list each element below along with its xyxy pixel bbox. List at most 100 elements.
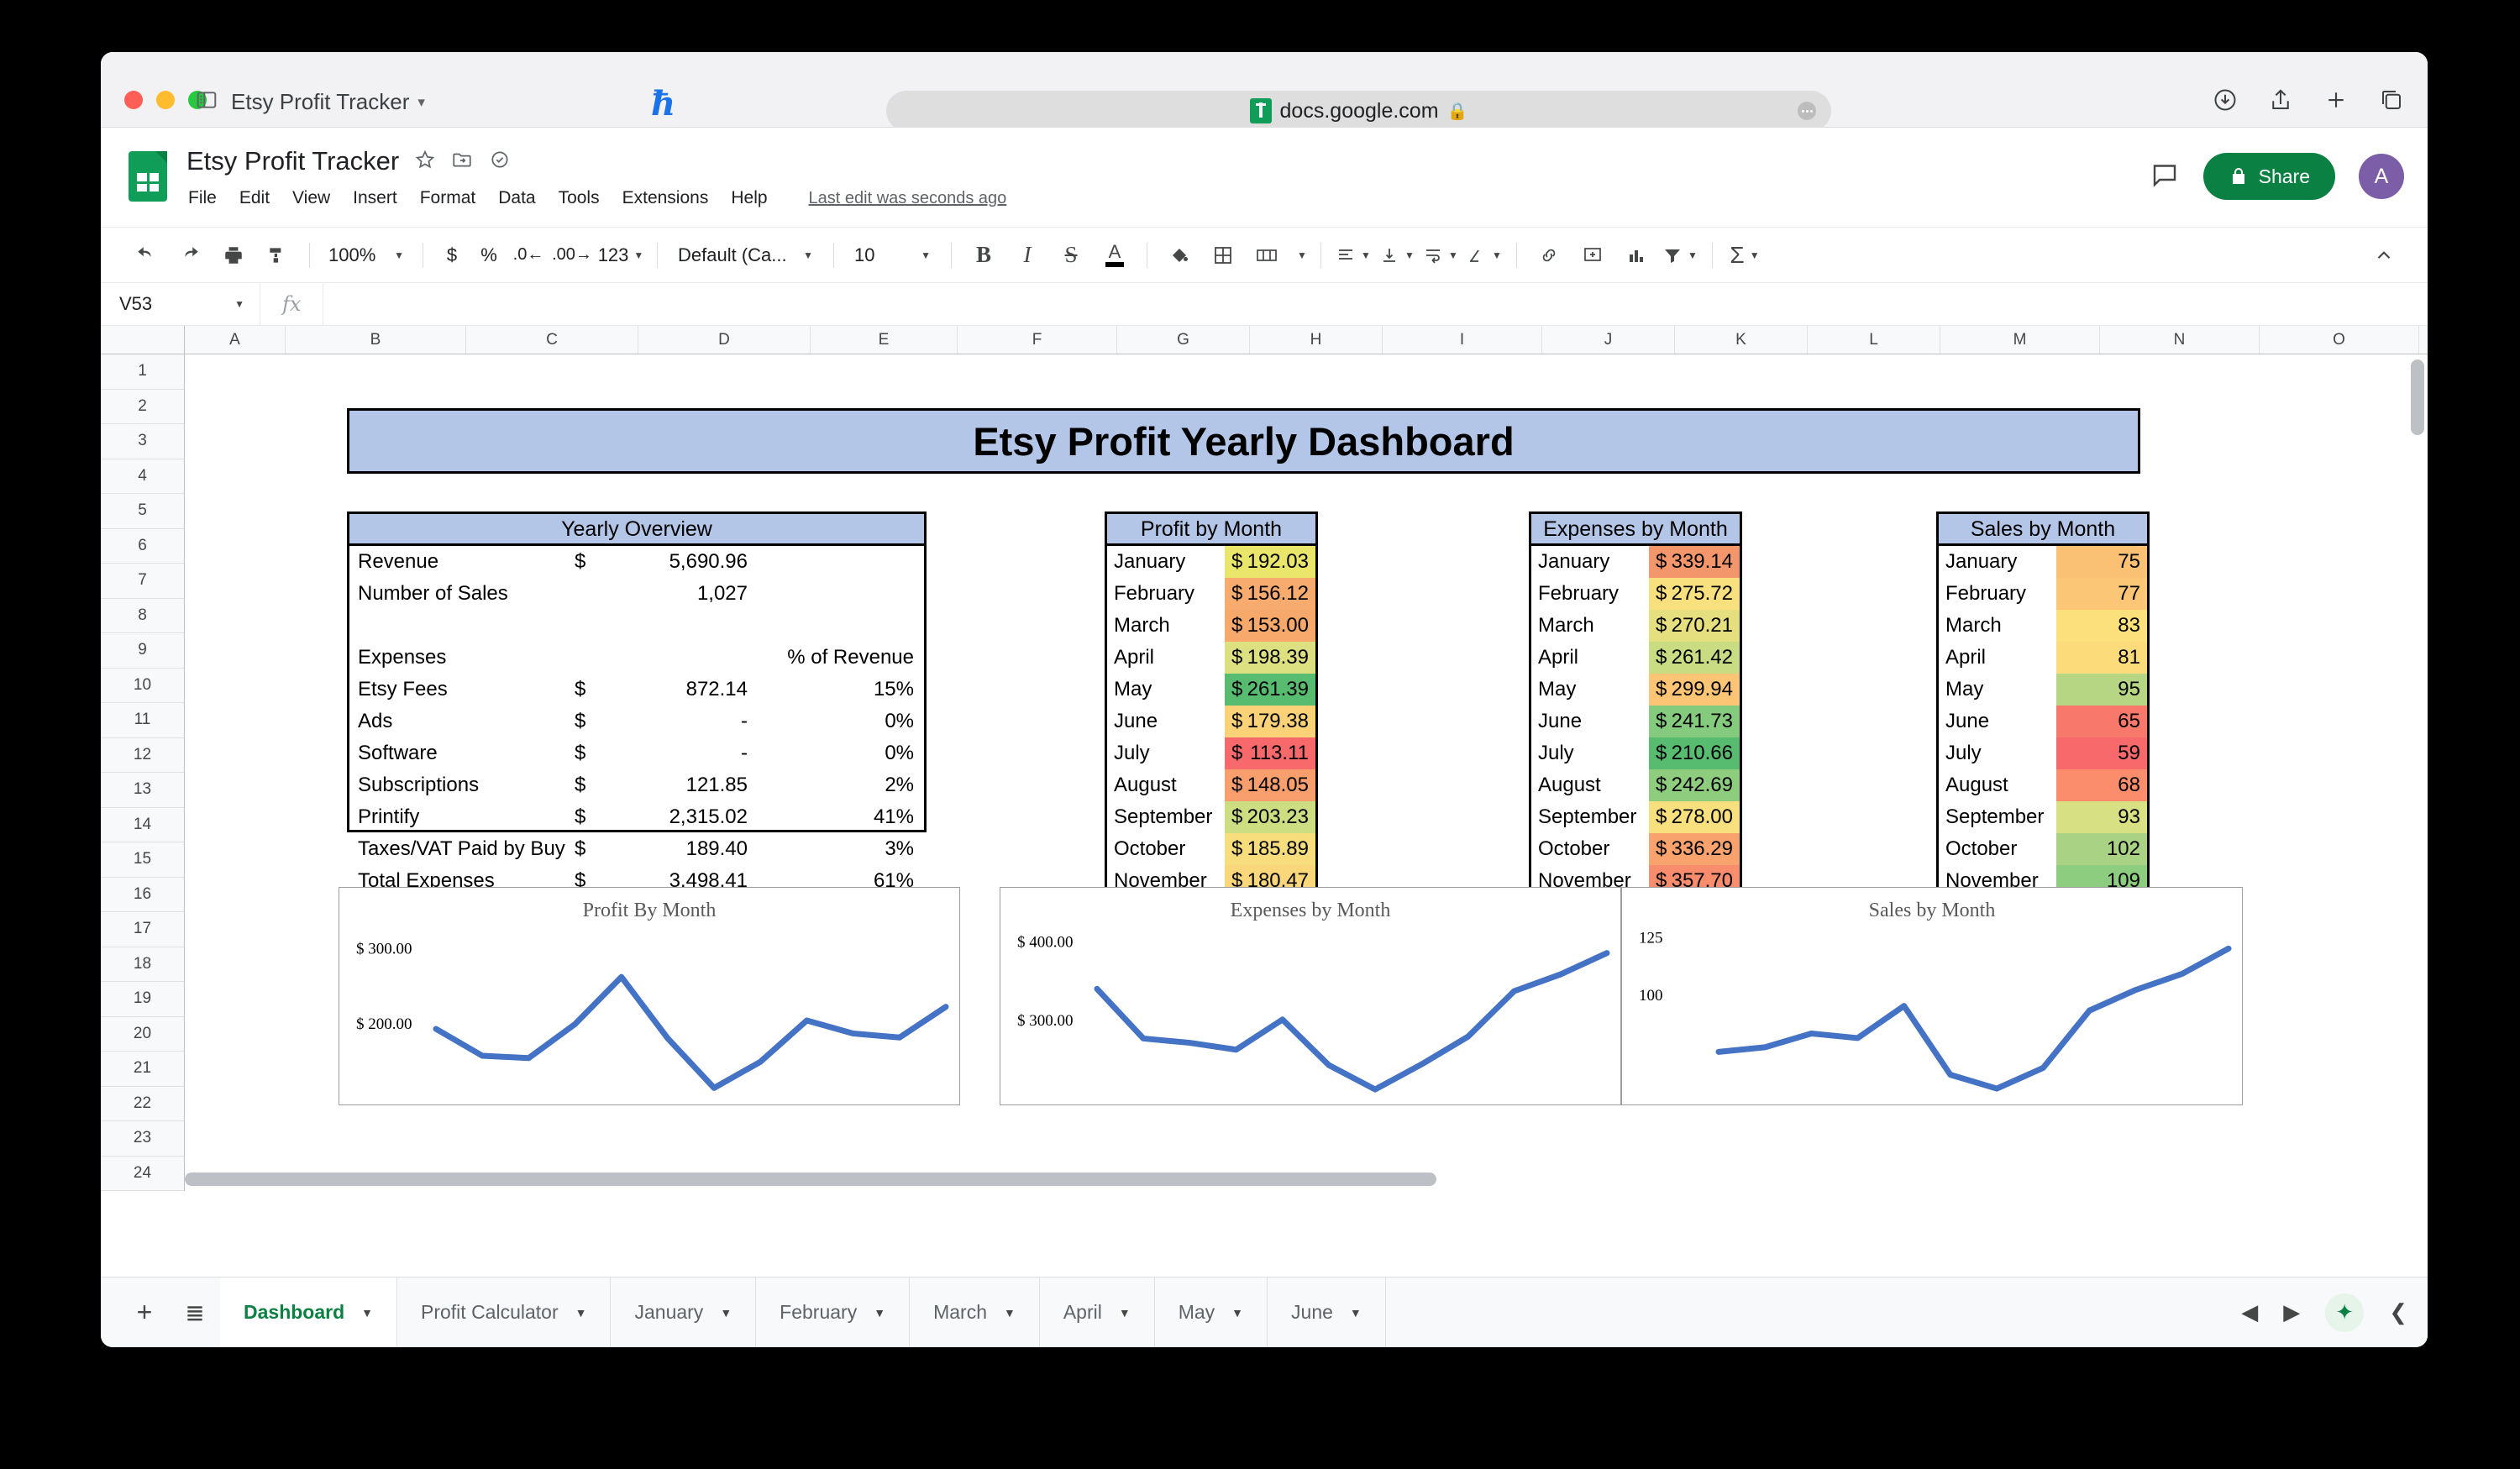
table-row[interactable]: September $278.00	[1531, 801, 1740, 833]
strikethrough-button[interactable]: S	[1064, 242, 1078, 267]
horizontal-scrollbar[interactable]	[185, 1173, 2360, 1186]
table-row[interactable]: Software $ - 0%	[349, 737, 924, 769]
row-header-6[interactable]: 6	[101, 529, 184, 564]
chevron-down-icon[interactable]: ▼	[1231, 1305, 1244, 1319]
row-header-23[interactable]: 23	[101, 1121, 184, 1157]
cloud-saved-icon[interactable]	[488, 149, 512, 175]
table-row[interactable]: March 83	[1939, 610, 2147, 642]
row-header-12[interactable]: 12	[101, 738, 184, 773]
row-header-7[interactable]: 7	[101, 564, 184, 599]
close-window-button[interactable]	[124, 91, 143, 109]
row-header-19[interactable]: 19	[101, 982, 184, 1017]
select-all-corner[interactable]	[101, 326, 185, 354]
sheet-tab-april[interactable]: April ▼	[1040, 1277, 1155, 1347]
redo-icon[interactable]	[168, 233, 212, 277]
vertical-align-icon[interactable]: ▼	[1375, 233, 1419, 277]
table-row[interactable]: May 95	[1939, 674, 2147, 706]
column-header-B[interactable]: B	[286, 326, 466, 354]
row-header-3[interactable]: 3	[101, 424, 184, 459]
menu-format[interactable]: Format	[419, 188, 476, 207]
table-row[interactable]: February $156.12	[1107, 578, 1315, 610]
download-icon[interactable]	[2213, 87, 2238, 113]
column-header-M[interactable]: M	[1940, 326, 2100, 354]
table-row[interactable]: Number of Sales 1,027	[349, 578, 924, 610]
row-header-18[interactable]: 18	[101, 947, 184, 982]
row-header-17[interactable]: 17	[101, 912, 184, 947]
document-title[interactable]: Etsy Profit Tracker	[186, 146, 400, 176]
chevron-down-icon[interactable]: ▼	[1297, 249, 1307, 261]
row-header-1[interactable]: 1	[101, 354, 184, 390]
table-row[interactable]: August $242.69	[1531, 769, 1740, 801]
table-row[interactable]: January $192.03	[1107, 546, 1315, 578]
chevron-down-icon[interactable]: ▾	[417, 93, 425, 110]
vertical-scrollbar[interactable]	[2411, 359, 2424, 1191]
row-header-24[interactable]: 24	[101, 1157, 184, 1191]
formula-input[interactable]	[323, 283, 2428, 325]
chevron-down-icon[interactable]: ▼	[1349, 1305, 1362, 1319]
table-row[interactable]: July 59	[1939, 737, 2147, 769]
table-row[interactable]: May $299.94	[1531, 674, 1740, 706]
table-row[interactable]: January $339.14	[1531, 546, 1740, 578]
table-row[interactable]: Revenue $5,690.96	[349, 546, 924, 578]
scroll-tabs-left-icon[interactable]: ◀	[2241, 1299, 2259, 1325]
row-header-21[interactable]: 21	[101, 1052, 184, 1087]
sheet-tab-march[interactable]: March ▼	[910, 1277, 1040, 1347]
menu-data[interactable]: Data	[498, 188, 536, 207]
create-filter-icon[interactable]: ▼	[1658, 233, 1702, 277]
column-header-I[interactable]: I	[1383, 326, 1542, 354]
chevron-down-icon[interactable]: ▼	[1003, 1305, 1016, 1319]
sheet-tab-dashboard[interactable]: Dashboard ▼	[220, 1277, 397, 1347]
sidebar-toggle-icon[interactable]	[196, 89, 218, 111]
collapse-toolbar-button[interactable]	[2362, 234, 2406, 278]
table-row[interactable]: Expenses % of Revenue	[349, 642, 924, 674]
table-row[interactable]: August $148.05	[1107, 769, 1315, 801]
sheet-tab-profit-calculator[interactable]: Profit Calculator ▼	[397, 1277, 612, 1347]
avatar[interactable]: A	[2359, 154, 2404, 199]
table-row[interactable]	[349, 610, 924, 642]
hide-side-panel-icon[interactable]: ❮	[2389, 1299, 2407, 1325]
chart-expenses-by-month[interactable]: Expenses by Month $ 400.00 $ 300.00	[1000, 887, 1621, 1105]
chevron-down-icon[interactable]: ▼	[874, 1305, 886, 1319]
chevron-down-icon[interactable]: ▼	[575, 1305, 587, 1319]
row-header-8[interactable]: 8	[101, 599, 184, 633]
table-row[interactable]: April 81	[1939, 642, 2147, 674]
fill-color-icon[interactable]	[1158, 233, 1201, 277]
move-to-folder-icon[interactable]	[451, 149, 473, 175]
text-rotation-icon[interactable]: ▼	[1462, 233, 1506, 277]
menu-help[interactable]: Help	[731, 188, 768, 207]
table-row[interactable]: October $185.89	[1107, 833, 1315, 865]
font-size-select[interactable]: 10 ▼	[844, 233, 941, 277]
table-row[interactable]: Printify $2,315.02 41%	[349, 801, 924, 833]
share-icon[interactable]	[2268, 87, 2293, 113]
honey-extension-icon[interactable]: ħ	[651, 84, 676, 123]
menu-edit[interactable]: Edit	[239, 188, 270, 207]
row-header-14[interactable]: 14	[101, 808, 184, 842]
column-header-D[interactable]: D	[638, 326, 811, 354]
window-title[interactable]: Etsy Profit Tracker ▾	[231, 89, 425, 115]
menu-tools[interactable]: Tools	[558, 188, 600, 207]
table-row[interactable]: March $270.21	[1531, 610, 1740, 642]
column-header-A[interactable]: A	[185, 326, 286, 354]
menu-extensions[interactable]: Extensions	[622, 188, 709, 207]
table-row[interactable]: September 93	[1939, 801, 2147, 833]
all-sheets-icon[interactable]	[170, 1302, 220, 1324]
menu-insert[interactable]: Insert	[353, 188, 397, 207]
menu-view[interactable]: View	[292, 188, 331, 207]
table-row[interactable]: April $198.39	[1107, 642, 1315, 674]
text-wrap-icon[interactable]: ▼	[1419, 233, 1462, 277]
chart-profit-by-month[interactable]: Profit By Month $ 300.00 $ 200.00	[339, 887, 960, 1105]
column-header-E[interactable]: E	[811, 326, 958, 354]
share-button[interactable]: Share	[2202, 153, 2335, 200]
column-header-H[interactable]: H	[1250, 326, 1383, 354]
page-menu-icon[interactable]	[1798, 102, 1816, 120]
new-tab-icon[interactable]	[2323, 87, 2349, 113]
font-family-select[interactable]: Default (Ca... ▼	[668, 233, 823, 277]
horizontal-align-icon[interactable]: ▼	[1339, 249, 1371, 261]
functions-icon[interactable]: Σ ▼	[1730, 241, 1760, 268]
sheet-tab-february[interactable]: February ▼	[756, 1277, 911, 1347]
insert-comment-icon[interactable]	[1571, 233, 1614, 277]
row-header-13[interactable]: 13	[101, 773, 184, 808]
last-edit-status[interactable]: Last edit was seconds ago	[808, 188, 1007, 207]
tab-overview-icon[interactable]	[2379, 87, 2404, 113]
column-header-J[interactable]: J	[1542, 326, 1675, 354]
